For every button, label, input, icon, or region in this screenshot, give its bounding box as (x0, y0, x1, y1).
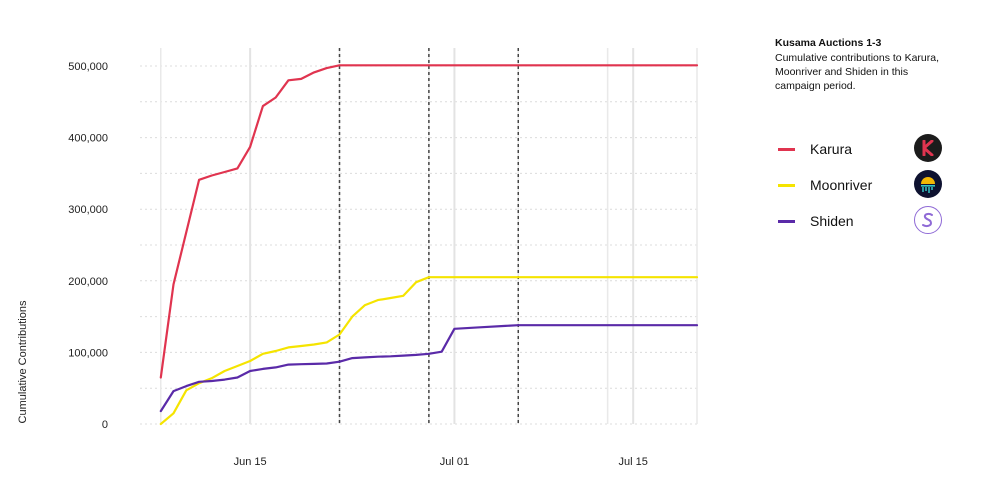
legend-item-karura: Karura (778, 131, 948, 167)
y-tick-label: 500,000 (68, 61, 108, 73)
panel-title: Kusama Auctions 1-3 (775, 37, 882, 49)
panel-subtitle: Cumulative contributions to Karura, Moon… (775, 52, 939, 92)
legend-swatch-shiden (778, 219, 795, 223)
legend-label-moonriver: Moonriver (810, 177, 873, 193)
karura-logo-icon (914, 134, 942, 162)
x-tick-label: Jul 15 (618, 456, 647, 468)
series-line-moonriver (159, 276, 699, 426)
legend-label-karura: Karura (810, 141, 853, 157)
legend-item-shiden: Shiden (778, 203, 948, 239)
shiden-logo-icon (914, 206, 942, 234)
y-tick-label: 0 (102, 419, 108, 431)
x-tick-label: Jul 01 (440, 456, 469, 468)
legend-item-moonriver: Moonriver (778, 167, 948, 203)
moonriver-logo-icon (914, 170, 942, 198)
series-line-karura (159, 64, 699, 379)
legend-swatch-karura (778, 147, 795, 151)
legend-label-shiden: Shiden (810, 213, 854, 229)
legend-swatch-moonriver (778, 183, 795, 187)
series-line-shiden (159, 324, 699, 413)
auction-end-markers (338, 48, 520, 424)
tick-labels: 0 100,000 200,000 300,000 400,000 500,000 Jun … (68, 61, 648, 468)
y-tick-label: 200,000 (68, 276, 108, 288)
legend: Karura Moonriver Shiden (778, 131, 948, 239)
grid-layer (140, 48, 698, 425)
y-axis-title: Cumulative Contributions (17, 300, 29, 423)
series-layer (159, 64, 699, 426)
y-tick-label: 400,000 (68, 133, 108, 145)
x-tick-label: Jun 15 (234, 456, 267, 468)
info-panel: Kusama Auctions 1-3 Cumulative contribut… (775, 37, 965, 93)
y-tick-label: 300,000 (68, 204, 108, 216)
y-tick-label: 100,000 (68, 347, 108, 359)
